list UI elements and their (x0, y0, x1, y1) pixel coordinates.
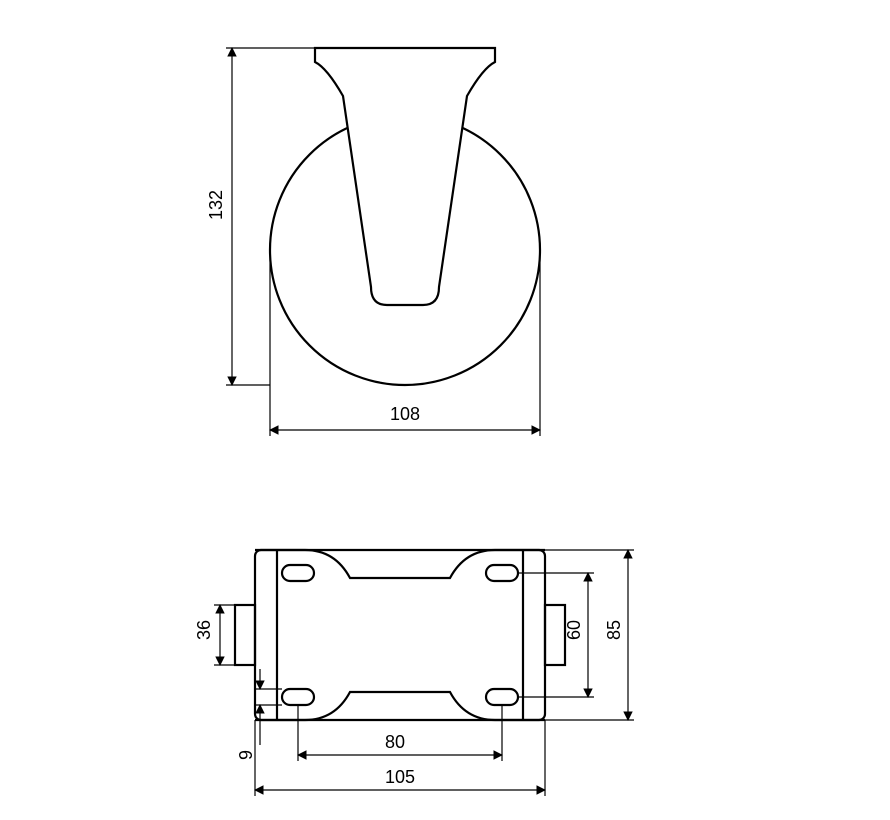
dim-36: 36 (194, 620, 214, 640)
dim-132: 132 (206, 190, 226, 220)
technical-drawing: 132 108 36 9 80 105 60 85 (0, 0, 890, 820)
mounting-slot (486, 565, 518, 581)
mounting-slot (486, 689, 518, 705)
dim-105: 105 (385, 767, 415, 787)
dim-85: 85 (604, 620, 624, 640)
axle-stub-left (235, 605, 255, 665)
dim-108: 108 (390, 404, 420, 424)
dim-80: 80 (385, 732, 405, 752)
mounting-slot (282, 565, 314, 581)
mounting-plate-outline (255, 550, 545, 720)
dim-9: 9 (236, 750, 256, 760)
fork-plate-profile (315, 48, 495, 305)
mounting-slot (282, 689, 314, 705)
axle-stub-right (545, 605, 565, 665)
dim-60: 60 (564, 620, 584, 640)
